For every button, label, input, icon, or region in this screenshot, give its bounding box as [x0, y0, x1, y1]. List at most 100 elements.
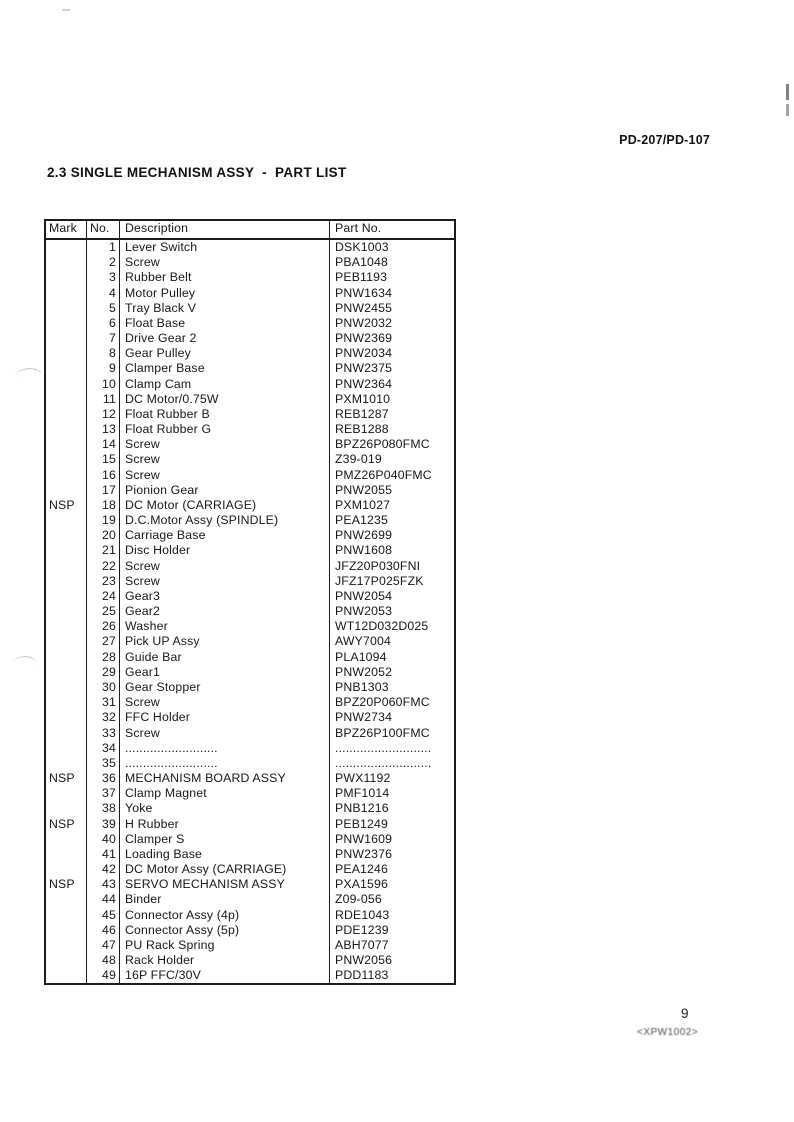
table-row: 5 Tray Black V PNW2455: [46, 300, 454, 316]
cell-no: 9: [87, 361, 120, 377]
cell-mark: [46, 922, 87, 938]
cell-part-no: PXM1027: [335, 497, 391, 512]
cell-part-no: PNW2055: [335, 482, 393, 497]
col-header-part-no: Part No.: [335, 221, 382, 235]
cell-part-no: PNW2376: [335, 846, 393, 861]
cell-no: 25: [87, 604, 120, 620]
cell-no: 40: [87, 831, 120, 847]
cell-description: ..........................: [120, 740, 330, 756]
cell-part-no: ...........................: [335, 740, 432, 755]
cell-mark: [46, 968, 87, 984]
cell-description: FFC Holder: [120, 710, 330, 726]
table-row: NSP 18 DC Motor (CARRIAGE) PXM1027: [46, 497, 454, 514]
cell-no: 22: [87, 558, 120, 574]
cell-description: Disc Holder: [120, 543, 330, 559]
table-row: 15 Screw Z39-019: [46, 452, 454, 468]
table-row: NSP 36 MECHANISM BOARD ASSY PWX1192: [46, 771, 454, 787]
cell-no: 3: [87, 270, 120, 286]
cell-part-no: Z09-056: [335, 892, 382, 907]
cell-no: 36: [87, 771, 120, 787]
cell-no: 48: [87, 953, 120, 969]
table-row: 33 Screw BPZ26P100FMC: [46, 725, 454, 741]
cell-mark: [46, 634, 87, 650]
cell-mark: [46, 710, 87, 726]
table-row: 29 Gear1 PNW2052: [46, 664, 454, 680]
cell-description: PU Rack Spring: [120, 937, 330, 954]
cell-description: MECHANISM BOARD ASSY: [120, 771, 330, 787]
cell-part-no: PNW1634: [335, 285, 393, 300]
table-row: 3 Rubber Belt PEB1193: [46, 270, 454, 286]
cell-part-no: PNW2052: [335, 664, 393, 679]
cell-mark: [46, 725, 87, 741]
cell-description: Float Base: [120, 315, 330, 332]
cell-description: Lever Switch: [120, 240, 330, 256]
cell-part-no: PDE1239: [335, 922, 389, 937]
cell-description: Tray Black V: [120, 300, 330, 316]
cell-no: 8: [87, 346, 120, 362]
table-row: 32 FFC Holder PNW2734: [46, 710, 454, 726]
cell-part-no: PLA1094: [335, 649, 387, 664]
table-row: 27 Pick UP Assy AWY7004: [46, 634, 454, 650]
cell-mark: [46, 588, 87, 605]
cell-no: 5: [87, 300, 120, 316]
cell-no: 45: [87, 907, 120, 923]
cell-part-no: BPZ20P060FMC: [335, 695, 430, 710]
table-row: 42 DC Motor Assy (CARRIAGE) PEA1246: [46, 862, 454, 878]
cell-description: D.C.Motor Assy (SPINDLE): [120, 513, 330, 529]
cell-no: 49: [87, 968, 120, 984]
cell-description: DC Motor/0.75W: [120, 391, 330, 407]
cell-mark: [46, 315, 87, 332]
cell-part-no: PNW2734: [335, 710, 393, 725]
cell-mark: [46, 786, 87, 802]
cell-description: 16P FFC/30V: [120, 968, 330, 984]
cell-description: Gear Pulley: [120, 346, 330, 362]
cell-description: ..........................: [120, 755, 330, 772]
cell-mark: [46, 391, 87, 407]
table-row: 7 Drive Gear 2 PNW2369: [46, 331, 454, 347]
table-row: 2 Screw PBA1048: [46, 255, 454, 271]
cell-part-no: JFZ17P025FZK: [335, 573, 424, 588]
table-header-row: Mark No. Description Part No.: [46, 221, 454, 240]
table-row: 24 Gear3 PNW2054: [46, 588, 454, 605]
scan-artifact: [786, 104, 789, 116]
cell-mark: [46, 285, 87, 301]
cell-no: 38: [87, 801, 120, 817]
cell-no: 11: [87, 391, 120, 407]
cell-mark: [46, 604, 87, 620]
cell-description: Washer: [120, 619, 330, 635]
cell-no: 4: [87, 285, 120, 301]
scan-artifact: [15, 367, 43, 378]
cell-description: Motor Pulley: [120, 285, 330, 301]
cell-description: Gear3: [120, 588, 330, 605]
table-row: 23 Screw JFZ17P025FZK: [46, 573, 454, 589]
cell-mark: NSP: [46, 877, 87, 893]
cell-part-no: AWY7004: [335, 634, 391, 649]
cell-mark: [46, 937, 87, 954]
cell-part-no: WT12D032D025: [335, 619, 429, 634]
cell-description: H Rubber: [120, 816, 330, 832]
cell-part-no: PNW2375: [335, 361, 393, 376]
cell-mark: [46, 300, 87, 316]
cell-part-no: PNW2364: [335, 376, 393, 391]
cell-description: Gear2: [120, 604, 330, 620]
table-row: 28 Guide Bar PLA1094: [46, 649, 454, 665]
cell-no: 44: [87, 892, 120, 908]
cell-part-no: REB1287: [335, 406, 389, 421]
section-title: 2.3 SINGLE MECHANISM ASSY - PART LIST: [47, 165, 347, 180]
cell-no: 34: [87, 740, 120, 756]
table-row: 10 Clamp Cam PNW2364: [46, 376, 454, 392]
cell-part-no: PBA1048: [335, 255, 389, 270]
cell-mark: [46, 755, 87, 772]
table-row: 13 Float Rubber G REB1288: [46, 422, 454, 438]
cell-mark: [46, 543, 87, 559]
cell-part-no: PWX1192: [335, 771, 391, 786]
cell-description: Drive Gear 2: [120, 331, 330, 347]
table-row: 48 Rack Holder PNW2056: [46, 953, 454, 969]
cell-no: 31: [87, 695, 120, 711]
table-row: 4 Motor Pulley PNW1634: [46, 285, 454, 301]
cell-part-no: PMZ26P040FMC: [335, 467, 432, 482]
table-row: 17 Pionion Gear PNW2055: [46, 482, 454, 498]
cell-part-no: RDE1043: [335, 907, 390, 922]
cell-part-no: PEB1193: [335, 270, 388, 285]
cell-part-no: PMF1014: [335, 786, 390, 801]
